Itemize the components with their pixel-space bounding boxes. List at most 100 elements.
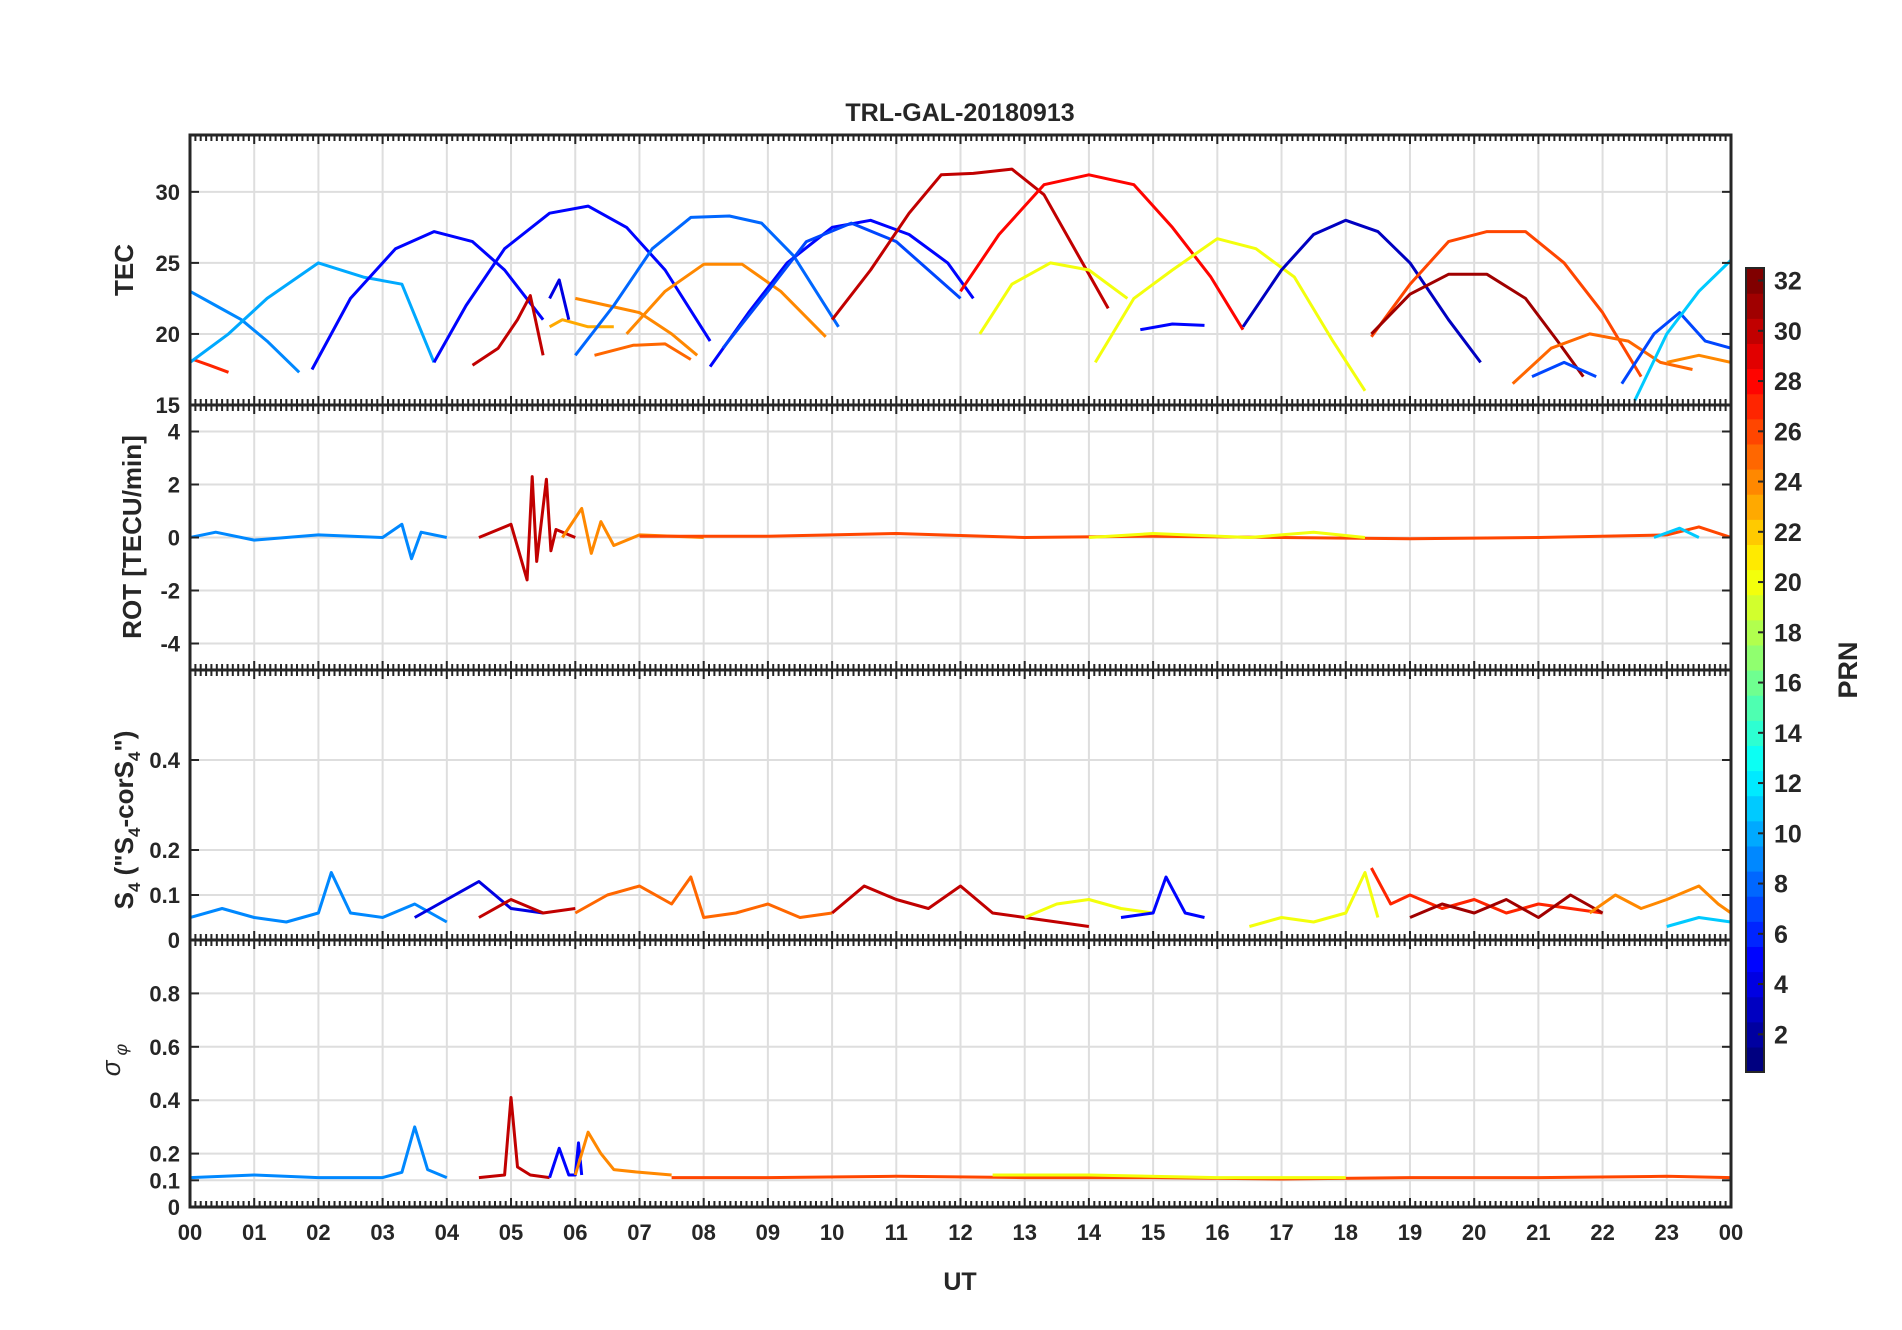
tec-y-tick-label: 25 xyxy=(156,251,180,276)
panel-s4: 0 0.1 0.2 0.4 xyxy=(149,668,1733,953)
colorbar-label: PRN xyxy=(1833,641,1863,698)
x-tick-label: 15 xyxy=(1141,1220,1165,1245)
x-tick-label: 14 xyxy=(1077,1220,1102,1245)
colorbar-swatch xyxy=(1746,670,1764,696)
sigma-y-tick-label: 0.2 xyxy=(149,1142,180,1167)
tec-series-prn-10 xyxy=(190,261,436,364)
colorbar-tick-label: 26 xyxy=(1774,418,1802,446)
sigma-series-prn-5 xyxy=(548,1141,584,1179)
colorbar-swatch xyxy=(1746,318,1764,344)
colorbar-tick-label: 20 xyxy=(1774,569,1802,597)
x-tick-label: 02 xyxy=(306,1220,330,1245)
tec-series-prn-20 xyxy=(978,261,1129,335)
colorbar-swatch xyxy=(1746,443,1764,470)
x-tick-label: 00 xyxy=(178,1220,202,1245)
chart-title: TRL-GAL-20180913 xyxy=(845,99,1074,127)
x-tick-label: 04 xyxy=(435,1220,460,1245)
tec-series-prn-28 xyxy=(959,173,1245,331)
x-tick-label: 08 xyxy=(691,1220,715,1245)
colorbar-swatch xyxy=(1746,594,1764,621)
x-tick-label: 01 xyxy=(242,1220,266,1245)
x-tick-label: 00 xyxy=(1719,1220,1743,1245)
colorbar-tick-label: 30 xyxy=(1774,318,1802,346)
tec-series-prn-7 xyxy=(721,221,962,350)
s4-y-label: S4 ("S4-corS4") xyxy=(109,731,144,910)
colorbar-swatch xyxy=(1746,519,1764,545)
rot-series-prn-30 xyxy=(478,475,576,582)
tec-series-prn-23 xyxy=(548,318,614,329)
x-tick-label: 05 xyxy=(499,1220,523,1245)
sigma-y-tick-label: 0.4 xyxy=(149,1088,180,1113)
x-tick-label: 23 xyxy=(1655,1220,1679,1245)
rot-y-tick-label: -4 xyxy=(160,632,180,657)
x-tick-label: 19 xyxy=(1398,1220,1422,1245)
colorbar-swatch xyxy=(1746,393,1764,420)
x-axis-label: UT xyxy=(943,1268,976,1296)
tec-series-prn-25 xyxy=(594,342,692,361)
rot-series-prn-20 xyxy=(1088,530,1366,539)
tec-series-prn-11 xyxy=(1633,259,1731,402)
colorbar-swatch xyxy=(1746,368,1764,395)
colorbar-swatch xyxy=(1746,469,1764,495)
colorbar-swatch xyxy=(1746,896,1764,922)
s4-y-tick-label: 0.4 xyxy=(149,748,180,773)
colorbar-swatch xyxy=(1746,1021,1764,1048)
colorbar-swatch xyxy=(1746,619,1764,646)
x-tick-label: 06 xyxy=(563,1220,587,1245)
tec-series-prn-24 xyxy=(574,296,699,357)
x-tick-label: 09 xyxy=(756,1220,780,1245)
colorbar-tick-label: 12 xyxy=(1774,770,1802,798)
x-tick-label: 03 xyxy=(370,1220,394,1245)
sigma-y-tick-label: 0.6 xyxy=(149,1035,180,1060)
x-tick-label: 11 xyxy=(885,1220,908,1245)
s4-series-prn-20 xyxy=(1024,898,1154,919)
tec-series-prn-3 xyxy=(1241,218,1482,364)
x-tick-label: 20 xyxy=(1462,1220,1486,1245)
colorbar-swatch xyxy=(1746,946,1764,973)
colorbar-tick-label: 10 xyxy=(1774,820,1802,848)
s4-y-tick-label: 0.1 xyxy=(149,883,180,908)
sigma-series-prn-20 xyxy=(992,1173,1346,1180)
colorbar-swatch xyxy=(1746,820,1764,847)
colorbar-swatch xyxy=(1746,569,1764,596)
tec-series-prn-30 xyxy=(471,294,545,367)
x-tick-label: 07 xyxy=(627,1220,651,1245)
colorbar-swatch xyxy=(1746,494,1764,520)
tec-series-prn-30 xyxy=(830,167,1110,321)
colorbar-tick-label: 2 xyxy=(1774,1021,1788,1049)
panel-tec: 15 20 25 30 xyxy=(156,133,1733,418)
tec-y-tick-label: 15 xyxy=(156,393,180,418)
s4-series-prn-11 xyxy=(1666,916,1731,928)
tec-series-prn-7 xyxy=(1531,360,1597,378)
s4-series-prn-5 xyxy=(1120,875,1205,919)
colorbar-swatch xyxy=(1746,871,1764,897)
tec-x-ticks xyxy=(189,135,1732,405)
colorbar-tick-label: 6 xyxy=(1774,921,1788,949)
tec-series-prn-31 xyxy=(1370,272,1585,378)
s4-series-prn-9 xyxy=(190,871,448,924)
colorbar-swatch xyxy=(1746,293,1764,319)
tec-series-prn-4 xyxy=(548,278,571,321)
s4-series-prn-30 xyxy=(478,898,576,919)
tec-series-prn-24 xyxy=(625,262,827,338)
colorbar-tick-label: 4 xyxy=(1774,971,1788,999)
tec-series-prn-27 xyxy=(192,358,230,374)
colorbar-swatch xyxy=(1746,996,1764,1023)
x-tick-label: 13 xyxy=(1012,1220,1036,1245)
sigma-series-group xyxy=(190,1096,1731,1181)
panel-rot: -4 -2 0 2 4 xyxy=(160,403,1733,672)
tec-series-prn-5 xyxy=(1140,322,1205,332)
x-tick-label: 10 xyxy=(820,1220,844,1245)
tec-series-prn-25 xyxy=(1511,332,1693,385)
rot-y-tick-label: -2 xyxy=(160,579,180,604)
tec-series-prn-8 xyxy=(574,214,840,357)
s4-series-group xyxy=(190,867,1731,928)
colorbar-frame xyxy=(1745,267,1765,1073)
rot-x-ticks xyxy=(189,405,1732,670)
tec-y-label: TEC xyxy=(109,244,139,296)
s4-y-tick-label: 0.2 xyxy=(149,838,180,863)
colorbar-tick-label: 18 xyxy=(1774,619,1802,647)
sigma-y-label: σ φ xyxy=(96,1044,131,1077)
